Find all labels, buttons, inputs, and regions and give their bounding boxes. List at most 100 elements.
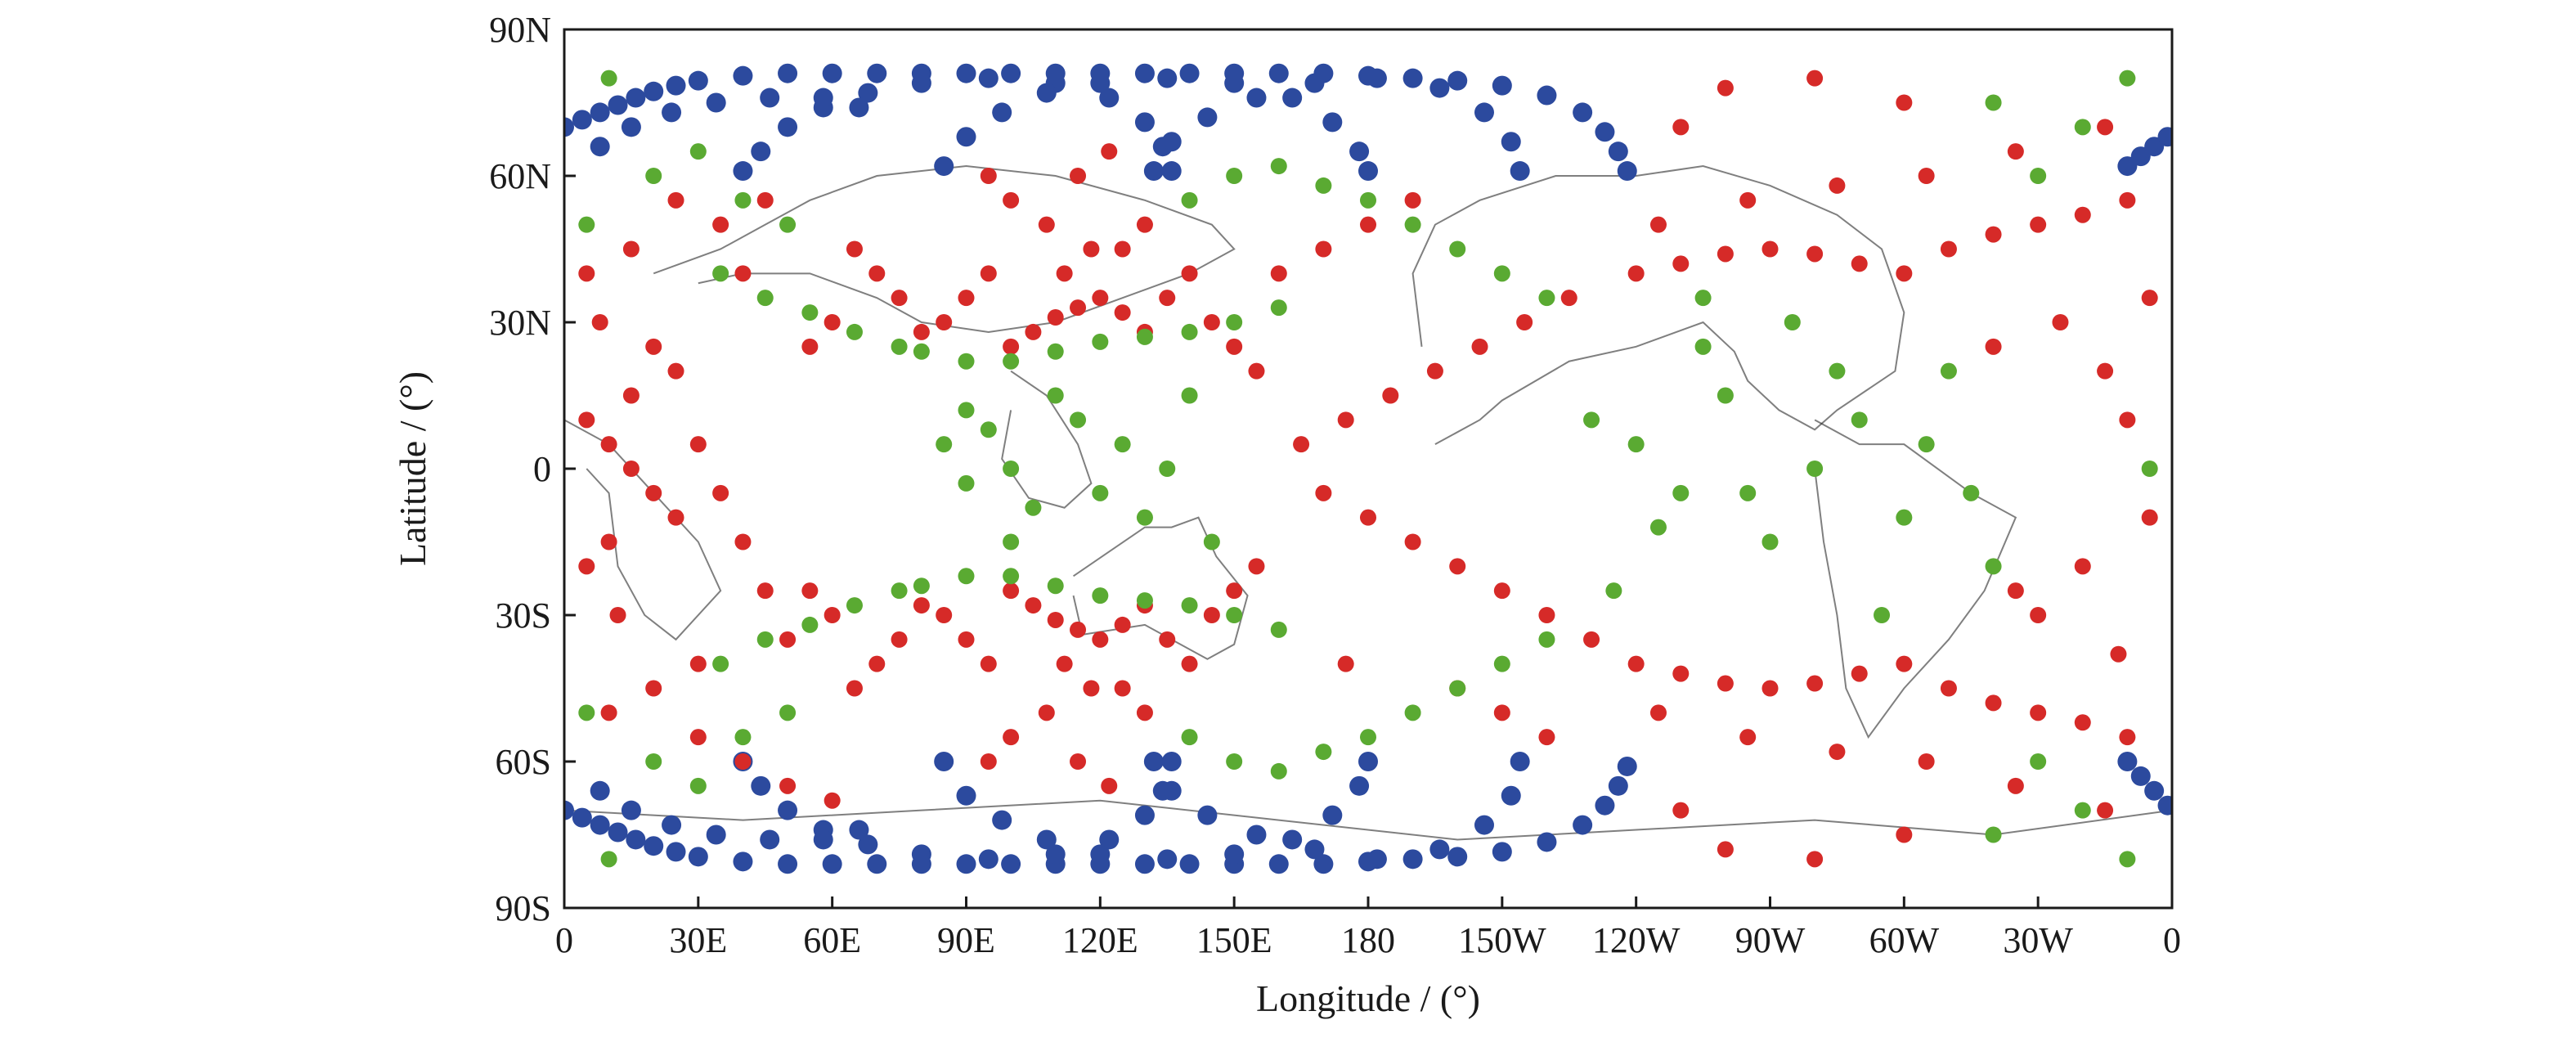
point-0-58 bbox=[1304, 73, 1325, 93]
point-0-118 bbox=[934, 752, 954, 771]
point-1-17 bbox=[1136, 216, 1153, 233]
point-0-39 bbox=[1099, 88, 1120, 108]
point-0-11 bbox=[867, 63, 887, 83]
point-1-111 bbox=[1337, 655, 1354, 672]
point-0-17 bbox=[1134, 63, 1155, 83]
point-0-29 bbox=[1608, 142, 1628, 162]
x-tick-label-6: 180 bbox=[1341, 920, 1395, 960]
point-1-45 bbox=[1159, 631, 1176, 648]
point-0-112 bbox=[978, 849, 999, 869]
point-0-76 bbox=[572, 807, 592, 828]
point-0-122 bbox=[1090, 844, 1111, 865]
point-2-13 bbox=[712, 265, 729, 282]
point-1-82 bbox=[622, 240, 640, 258]
point-1-156 bbox=[2119, 411, 2136, 429]
point-1-57 bbox=[1248, 558, 1265, 575]
point-1-135 bbox=[1672, 665, 1690, 682]
point-1-148 bbox=[1829, 744, 1846, 761]
point-0-13 bbox=[956, 63, 976, 83]
point-1-51 bbox=[980, 753, 997, 770]
point-0-101 bbox=[1537, 832, 1557, 852]
point-1-16 bbox=[1181, 265, 1198, 282]
point-1-42 bbox=[958, 631, 975, 648]
point-2-8 bbox=[1226, 314, 1243, 330]
point-2-56 bbox=[1874, 607, 1891, 623]
series-1 bbox=[578, 70, 2158, 868]
point-2-34 bbox=[1092, 484, 1109, 501]
point-1-87 bbox=[734, 753, 752, 770]
point-2-74 bbox=[1493, 265, 1510, 282]
y-axis-label: Latitude / (°) bbox=[392, 371, 433, 566]
point-0-84 bbox=[778, 854, 798, 874]
point-2-54 bbox=[1694, 338, 1712, 355]
point-0-62 bbox=[1501, 132, 1521, 152]
point-0-115 bbox=[1134, 805, 1155, 825]
point-1-70 bbox=[712, 484, 729, 501]
point-1-133 bbox=[1672, 119, 1690, 136]
point-2-47 bbox=[1761, 533, 1779, 550]
point-1-9 bbox=[1038, 216, 1055, 233]
point-1-41 bbox=[980, 655, 997, 672]
point-1-93 bbox=[1360, 509, 1376, 526]
x-tick-label-4: 120E bbox=[1062, 920, 1138, 960]
point-1-75 bbox=[591, 314, 608, 330]
point-0-33 bbox=[778, 117, 798, 137]
point-1-30 bbox=[1003, 582, 1020, 600]
point-1-91 bbox=[1315, 484, 1332, 501]
point-2-35 bbox=[1114, 436, 1131, 453]
point-2-59 bbox=[1918, 436, 1935, 453]
point-1-114 bbox=[1717, 245, 1734, 263]
x-tick-label-0: 0 bbox=[555, 920, 573, 960]
point-1-18 bbox=[1003, 191, 1020, 209]
point-0-23 bbox=[1402, 68, 1423, 88]
point-2-49 bbox=[1851, 411, 1868, 429]
point-0-59 bbox=[1367, 68, 1387, 88]
point-1-74 bbox=[645, 338, 662, 355]
point-2-55 bbox=[1784, 314, 1801, 330]
point-2-60 bbox=[1649, 519, 1667, 536]
x-tick-label-7: 150W bbox=[1458, 920, 1546, 960]
point-2-66 bbox=[779, 216, 797, 233]
x-tick-label-5: 150E bbox=[1196, 920, 1272, 960]
point-0-75 bbox=[564, 800, 574, 820]
point-1-104 bbox=[1270, 265, 1287, 282]
point-1-80 bbox=[756, 191, 774, 209]
point-1-26 bbox=[1226, 338, 1243, 355]
point-1-34 bbox=[1092, 631, 1109, 648]
point-0-48 bbox=[1157, 68, 1178, 88]
point-2-96 bbox=[1985, 826, 2002, 843]
point-2-100 bbox=[600, 70, 617, 87]
point-0-6 bbox=[666, 75, 686, 96]
point-2-77 bbox=[689, 777, 707, 794]
point-1-88 bbox=[779, 777, 797, 794]
point-1-72 bbox=[756, 582, 774, 600]
point-1-119 bbox=[1940, 240, 1957, 258]
point-0-98 bbox=[1402, 849, 1423, 869]
point-0-40 bbox=[1134, 112, 1155, 133]
point-1-98 bbox=[1471, 338, 1488, 355]
point-0-146 bbox=[2117, 752, 2138, 771]
point-0-142 bbox=[706, 825, 726, 845]
point-0-53 bbox=[1358, 161, 1378, 182]
x-tick-label-10: 60W bbox=[1869, 920, 1940, 960]
point-1-23 bbox=[868, 265, 886, 282]
point-1-136 bbox=[1717, 675, 1734, 692]
point-1-31 bbox=[1025, 597, 1042, 614]
point-1-122 bbox=[2074, 206, 2091, 223]
point-1-43 bbox=[936, 607, 953, 623]
point-0-55 bbox=[1161, 132, 1182, 152]
point-0-113 bbox=[1045, 844, 1066, 865]
point-0-132 bbox=[1246, 825, 1267, 845]
point-0-30 bbox=[1617, 161, 1637, 182]
point-2-27 bbox=[712, 655, 729, 672]
point-1-137 bbox=[1761, 680, 1779, 697]
point-0-2 bbox=[590, 102, 610, 123]
point-1-121 bbox=[2030, 216, 2047, 233]
point-1-120 bbox=[1985, 226, 2002, 243]
point-0-105 bbox=[1617, 756, 1637, 776]
point-1-103 bbox=[1583, 631, 1600, 648]
point-1-113 bbox=[1672, 255, 1690, 272]
point-1-83 bbox=[578, 265, 595, 282]
coastline-0 bbox=[1001, 370, 1093, 509]
point-2-42 bbox=[1203, 533, 1220, 550]
